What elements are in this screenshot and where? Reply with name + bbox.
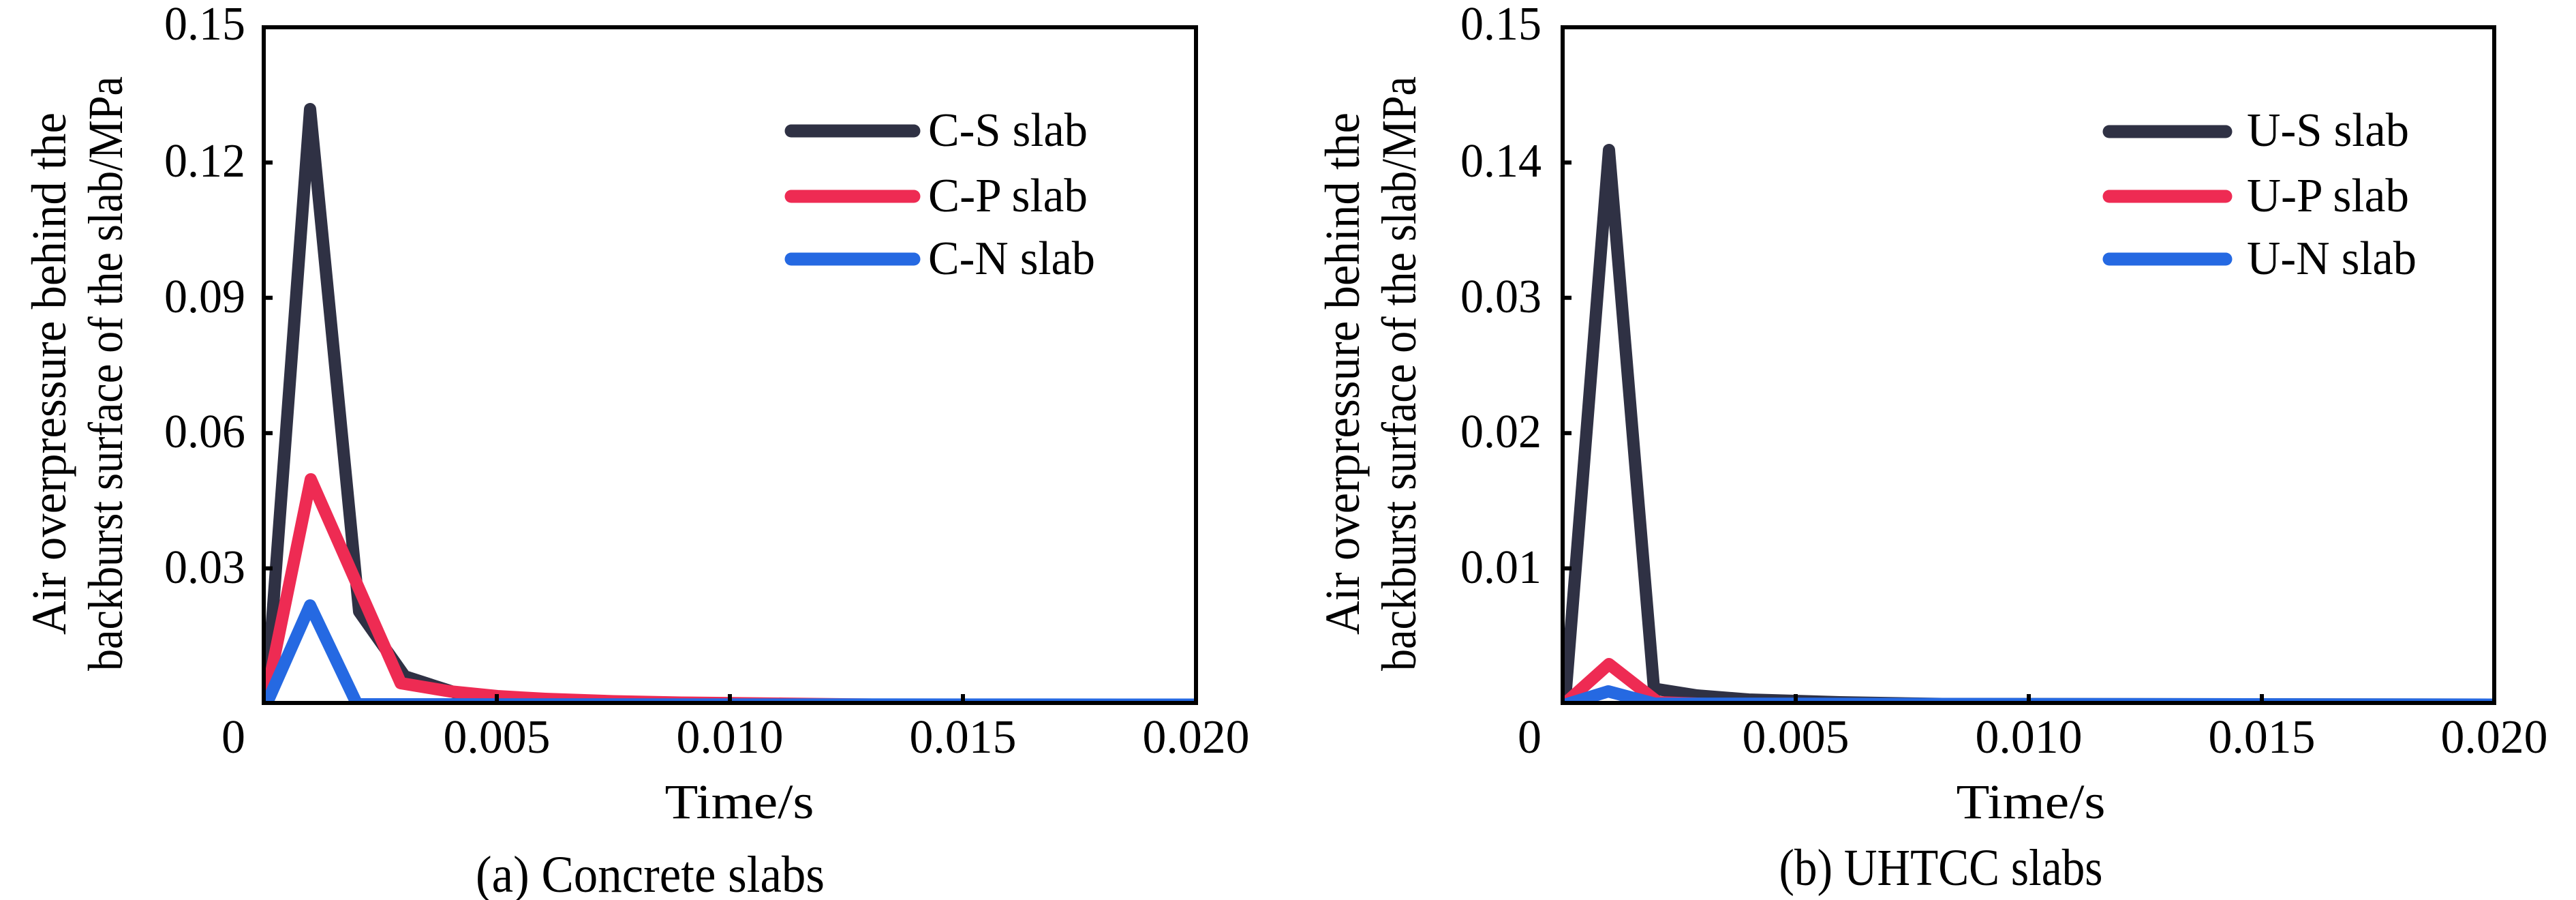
svg-text:Time/s: Time/s [1957, 775, 2106, 829]
svg-text:0.12: 0.12 [164, 135, 245, 188]
svg-text:C-S slab: C-S slab [928, 104, 1088, 157]
svg-text:0.15: 0.15 [164, 0, 245, 50]
svg-text:0.020: 0.020 [2441, 711, 2548, 764]
svg-text:0.015: 0.015 [2209, 711, 2316, 764]
svg-text:0.020: 0.020 [1143, 711, 1250, 764]
svg-text:(b) UHTCC slabs: (b) UHTCC slabs [1779, 839, 2103, 897]
svg-text:0.03: 0.03 [164, 541, 245, 594]
svg-text:0.09: 0.09 [164, 271, 245, 323]
svg-text:0: 0 [1518, 711, 1542, 764]
svg-text:U-N slab: U-N slab [2247, 232, 2417, 285]
svg-text:Air overpressure behind the: Air overpressure behind the [1315, 112, 1370, 635]
svg-text:U-P slab: U-P slab [2247, 170, 2409, 222]
svg-text:(a) Concrete slabs: (a) Concrete slabs [476, 846, 825, 900]
svg-text:0.03: 0.03 [1460, 271, 1542, 323]
svg-text:C-P slab: C-P slab [928, 170, 1088, 222]
svg-text:0.005: 0.005 [1743, 711, 1850, 764]
svg-text:Time/s: Time/s [665, 775, 814, 829]
svg-text:backburst surface of the slab/: backburst surface of the slab/MPa [1372, 76, 1426, 671]
svg-text:0.015: 0.015 [910, 711, 1017, 764]
svg-text:0.010: 0.010 [677, 711, 784, 764]
svg-text:0.01: 0.01 [1460, 541, 1542, 594]
svg-text:backburst surface of the slab/: backburst surface of the slab/MPa [78, 76, 133, 671]
svg-text:C-N slab: C-N slab [928, 232, 1095, 285]
svg-text:U-S slab: U-S slab [2247, 104, 2409, 157]
svg-text:0.010: 0.010 [1976, 711, 2083, 764]
svg-text:0: 0 [221, 711, 245, 764]
svg-text:0.14: 0.14 [1460, 135, 1542, 188]
svg-text:0.15: 0.15 [1460, 0, 1542, 50]
svg-text:0.06: 0.06 [164, 406, 245, 458]
svg-text:0.02: 0.02 [1460, 406, 1542, 458]
svg-text:0.005: 0.005 [444, 711, 551, 764]
svg-text:Air overpressure behind the: Air overpressure behind the [22, 112, 76, 635]
